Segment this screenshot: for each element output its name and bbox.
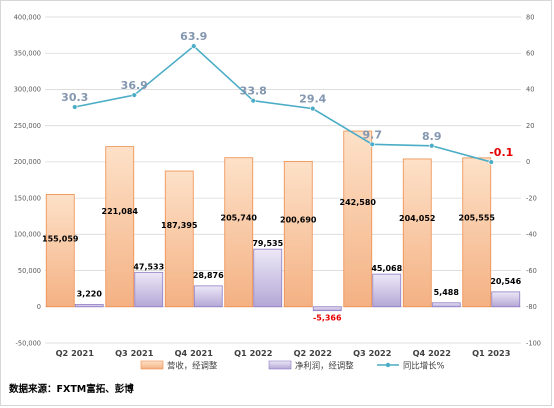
y-left-tick-label: 250,000 xyxy=(14,122,41,130)
y-right-tick-label: 80 xyxy=(526,13,534,21)
source-note: 数据来源：FXTM富拓、彭博 xyxy=(9,384,134,395)
yoy-growth-label: -0.1 xyxy=(489,146,513,159)
revenue-bar-label: 155,059 xyxy=(42,235,79,244)
yoy-growth-point xyxy=(429,143,435,149)
yoy-growth-point xyxy=(191,43,197,49)
net-profit-bar xyxy=(372,273,402,308)
net-profit-bar xyxy=(431,302,461,308)
yoy-growth-label: 63.9 xyxy=(180,30,207,43)
y-right-tick-label: 20 xyxy=(526,122,534,130)
y-left-tick-label: 400,000 xyxy=(14,13,41,21)
y-right-tick-label: 60 xyxy=(526,50,534,58)
y-left-tick-label: -50,000 xyxy=(16,339,41,347)
y-right-tick-label: -20 xyxy=(526,194,537,202)
revenue-bar-label: 205,740 xyxy=(221,213,258,222)
revenue-bar-label: 204,052 xyxy=(399,214,435,223)
net-profit-bar xyxy=(193,285,223,308)
legend-revenue-swatch xyxy=(140,360,164,370)
revenue-bar xyxy=(45,194,75,308)
revenue-bar-label: 200,690 xyxy=(280,215,317,224)
yoy-growth-label: 9.7 xyxy=(363,128,383,141)
net-profit-bar xyxy=(74,304,104,308)
revenue-bar xyxy=(164,170,194,308)
net-profit-bar-label: -5,366 xyxy=(313,314,342,323)
net-profit-bar xyxy=(134,271,164,308)
yoy-growth-point xyxy=(369,141,375,148)
net-profit-bar-label: 5,488 xyxy=(434,288,460,297)
legend-net-profit-swatch xyxy=(268,360,292,370)
yoy-growth-label: 33.8 xyxy=(240,85,267,98)
yoy-growth-point xyxy=(250,97,256,104)
net-profit-bar-label: 28,876 xyxy=(193,271,224,280)
y-right-tick-label: -80 xyxy=(526,303,537,311)
yoy-growth-line xyxy=(74,45,492,163)
net-profit-bar-label: 79,535 xyxy=(252,239,283,248)
revenue-bar-label: 187,395 xyxy=(161,221,198,230)
y-left-tick-label: 50,000 xyxy=(18,267,41,275)
legend-revenue-label: 营收，经调整 xyxy=(167,361,218,371)
yoy-growth-point xyxy=(310,105,316,112)
x-tick-label: Q3 2022 xyxy=(353,348,391,358)
y-right-tick-label: 40 xyxy=(526,86,534,94)
y-right-tick-label: 0 xyxy=(526,158,530,166)
y-left-tick-label: 100,000 xyxy=(14,231,41,239)
yoy-growth-label: 29.4 xyxy=(299,93,326,106)
x-tick-label: Q4 2022 xyxy=(413,348,451,358)
y-left-tick-label: 150,000 xyxy=(14,194,41,202)
revenue-bar-label: 205,555 xyxy=(459,213,496,222)
y-left-tick-label: 0 xyxy=(37,303,41,311)
x-tick-label: Q1 2023 xyxy=(472,348,511,358)
net-profit-bar xyxy=(253,248,283,308)
revenue-bar xyxy=(462,157,492,308)
x-tick-label: Q1 2022 xyxy=(234,348,272,358)
net-profit-bar-label: 3,220 xyxy=(77,289,103,298)
net-profit-bar-label: 47,533 xyxy=(133,262,164,271)
yoy-growth-label: 8.9 xyxy=(422,130,442,143)
yoy-growth-point xyxy=(488,159,494,165)
legend-yoy-label: 同比增长% xyxy=(403,361,444,371)
x-tick-label: Q4 2021 xyxy=(175,348,214,358)
net-profit-bar xyxy=(491,291,521,308)
y-left-tick-label: 200,000 xyxy=(14,158,41,166)
x-tick-label: Q2 2021 xyxy=(56,348,95,358)
yoy-growth-point xyxy=(131,92,137,98)
revenue-bar-label: 221,084 xyxy=(102,207,139,216)
revenue-bar xyxy=(283,160,313,308)
y-left-tick-label: 350,000 xyxy=(14,50,41,58)
revenue-bar-label: 242,580 xyxy=(340,198,377,207)
revenue-bar xyxy=(402,158,432,308)
y-left-tick-label: 300,000 xyxy=(14,86,41,94)
yoy-growth-point xyxy=(72,104,78,110)
net-profit-bar-label: 20,546 xyxy=(490,277,521,286)
x-tick-label: Q3 2021 xyxy=(115,348,154,358)
net-profit-bar xyxy=(312,306,342,312)
y-right-tick-label: -100 xyxy=(526,339,541,347)
legend-yoy-marker xyxy=(385,362,391,368)
revenue-bar xyxy=(224,157,254,308)
x-tick-label: Q2 2022 xyxy=(294,348,332,358)
legend-net-profit-label: 净利润，经调整 xyxy=(295,361,354,371)
revenue-bar xyxy=(105,146,135,308)
net-profit-bar-label: 45,068 xyxy=(371,264,402,273)
yoy-growth-label: 36.9 xyxy=(121,79,148,92)
y-right-tick-label: -60 xyxy=(526,267,537,275)
yoy-growth-label: 30.3 xyxy=(61,91,88,104)
combo-chart: -50,000 0 50,000 100,000 150,000 200,000 250,0… xyxy=(14,13,541,371)
revenue-bar xyxy=(343,130,373,308)
y-right-tick-label: -40 xyxy=(526,231,537,239)
